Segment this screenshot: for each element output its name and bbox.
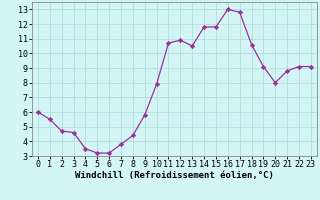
X-axis label: Windchill (Refroidissement éolien,°C): Windchill (Refroidissement éolien,°C) (75, 171, 274, 180)
